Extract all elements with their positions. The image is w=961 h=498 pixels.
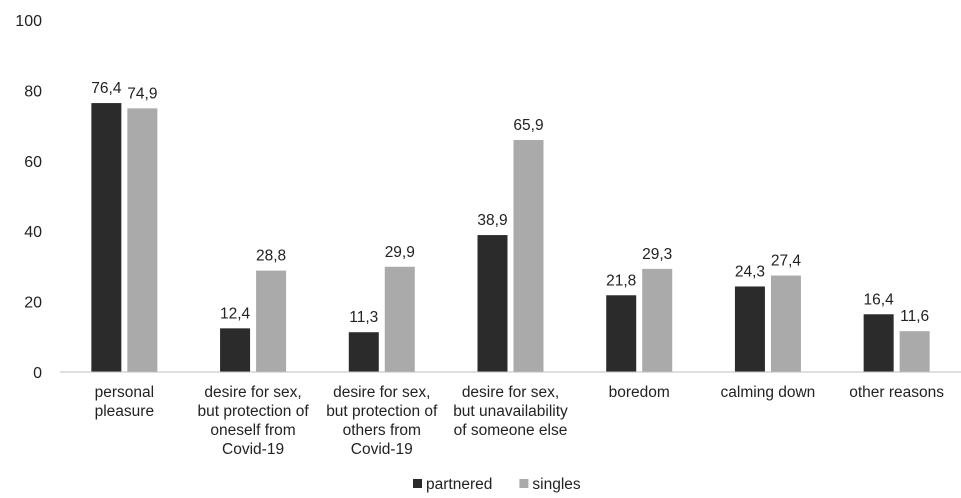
bar-singles <box>127 108 158 373</box>
data-label-singles: 28,8 <box>256 248 286 265</box>
legend-swatch-partnered <box>413 479 422 488</box>
category-label: other reasons <box>849 384 944 401</box>
y-axis: 0 20 40 60 80 100 <box>15 13 42 382</box>
data-label-singles: 74,9 <box>127 85 157 102</box>
category-label: calming down <box>721 384 816 401</box>
bar-singles <box>642 268 673 372</box>
bar-singles <box>770 275 801 372</box>
legend: partnered singles <box>413 476 581 493</box>
category-label: personal pleasure <box>95 384 154 420</box>
category-label: desire for sex, but protection of others f… <box>326 384 438 458</box>
data-label-partnered: 21,8 <box>606 272 636 289</box>
data-label-singles: 65,9 <box>513 117 543 134</box>
y-tick-label: 80 <box>24 83 42 100</box>
bar-partnered <box>91 103 122 373</box>
category-labels: personal pleasure desire for sex, but prote… <box>95 384 945 458</box>
bar-partnered <box>606 295 637 372</box>
data-label-singles: 11,6 <box>900 308 929 325</box>
data-label-singles: 27,4 <box>771 253 802 270</box>
data-label-partnered: 24,3 <box>735 263 765 280</box>
bars <box>91 103 930 373</box>
data-label-partnered: 11,3 <box>349 309 378 326</box>
bar-singles <box>899 331 930 372</box>
category-label: desire for sex, but unavailability of some… <box>453 384 568 439</box>
y-tick-label: 60 <box>24 154 42 171</box>
bar-singles <box>513 140 544 372</box>
data-labels: 76,4 74,9 12,4 28,8 11,3 29,9 38,9 65,9 21,8 29,3… <box>91 80 929 326</box>
bar-singles <box>256 270 287 372</box>
bar-partnered <box>477 235 508 372</box>
legend-label-partnered: partnered <box>426 476 492 493</box>
bar-partnered <box>348 332 379 372</box>
bar-partnered <box>863 314 894 372</box>
bar-partnered <box>734 286 765 372</box>
data-label-singles: 29,3 <box>642 246 672 263</box>
bar-singles <box>384 266 415 372</box>
y-tick-label: 100 <box>15 13 42 30</box>
category-label: boredom <box>609 384 670 401</box>
legend-swatch-singles <box>519 479 529 488</box>
y-tick-label: 0 <box>33 365 42 382</box>
data-label-partnered: 12,4 <box>220 305 251 322</box>
y-tick-label: 40 <box>24 224 42 241</box>
bar-partnered <box>220 328 251 372</box>
data-label-singles: 29,9 <box>385 244 415 261</box>
data-label-partnered: 38,9 <box>477 212 507 229</box>
data-label-partnered: 76,4 <box>91 80 122 97</box>
data-label-partnered: 16,4 <box>864 291 895 308</box>
legend-label-singles: singles <box>532 476 580 493</box>
y-tick-label: 20 <box>24 295 42 312</box>
category-label: desire for sex, but protection of oneself … <box>197 384 309 458</box>
